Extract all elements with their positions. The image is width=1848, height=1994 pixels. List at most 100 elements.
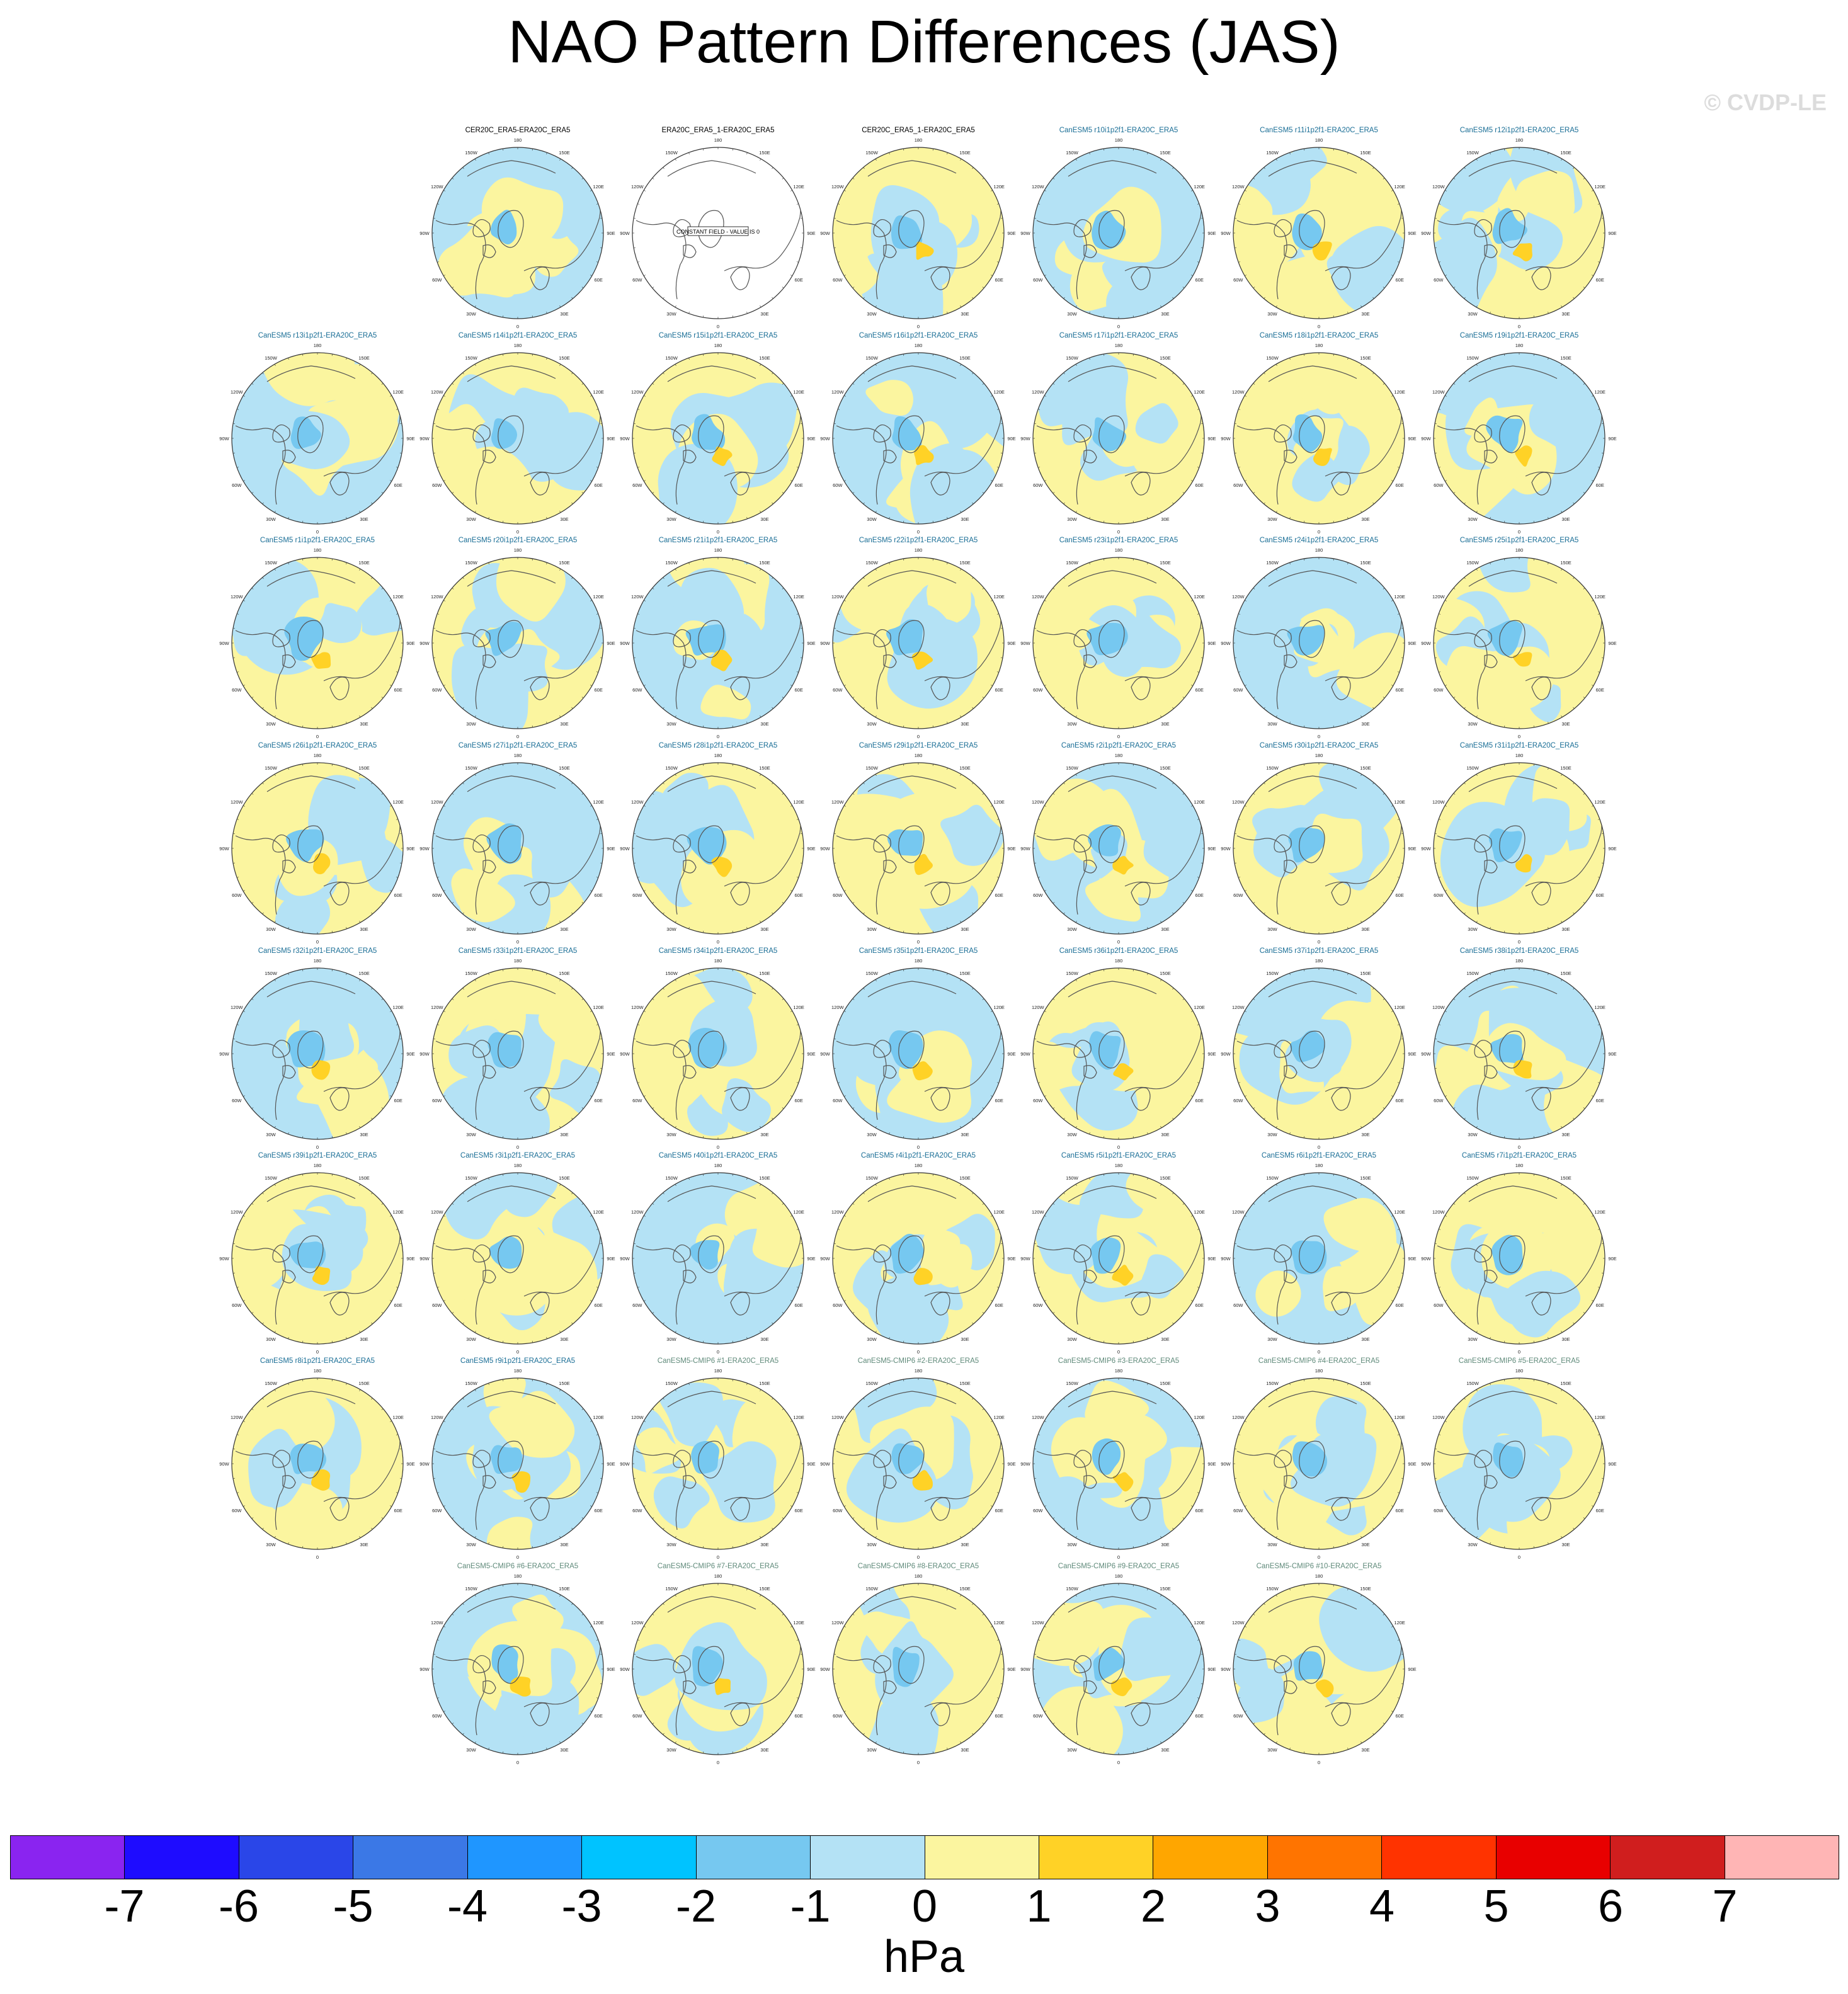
tick-mark — [652, 1107, 654, 1109]
tick-mark — [571, 1322, 573, 1325]
coastline — [636, 835, 687, 915]
negative-anomaly — [488, 1032, 522, 1068]
tick-mark — [703, 149, 704, 151]
longitude-label: 150E — [959, 1381, 971, 1386]
tick-mark — [875, 1389, 877, 1391]
coastline — [698, 1440, 724, 1479]
coastline — [297, 1440, 324, 1479]
tick-mark — [703, 930, 704, 933]
tick-mark — [675, 305, 676, 307]
longitude-label: 180 — [1115, 1368, 1123, 1374]
tick-mark — [1573, 1192, 1575, 1195]
coastline — [673, 629, 691, 647]
coastline — [1468, 1185, 1558, 1202]
tick-mark — [596, 613, 598, 615]
tick-mark — [532, 930, 533, 933]
longitude-label: 180 — [1515, 137, 1524, 143]
tick-mark — [600, 1243, 602, 1245]
tick-mark — [1132, 315, 1134, 317]
longitude-label: 180 — [1515, 547, 1524, 553]
coastline — [1531, 266, 1551, 290]
longitude-label: 60W — [1434, 277, 1444, 283]
tick-mark — [903, 1174, 904, 1176]
tick-mark — [1235, 833, 1237, 835]
longitude-label: 30W — [1267, 311, 1277, 317]
coastline — [667, 775, 756, 792]
tick-mark — [844, 1505, 846, 1507]
longitude-label: 30E — [560, 311, 568, 317]
coastline — [530, 1292, 550, 1316]
tick-mark — [960, 1184, 962, 1186]
tick-mark — [1052, 697, 1055, 698]
tick-mark — [488, 721, 489, 724]
tick-mark — [1172, 1527, 1174, 1530]
longitude-label: 30W — [666, 721, 676, 727]
tick-mark — [462, 1527, 464, 1530]
tick-mark — [243, 600, 245, 601]
tick-mark — [1372, 1398, 1374, 1400]
tick-mark — [782, 492, 784, 494]
coastline — [1083, 860, 1097, 874]
tick-mark — [581, 1408, 584, 1410]
tick-mark — [371, 577, 373, 579]
tick-mark — [532, 315, 533, 317]
tick-mark — [1147, 973, 1148, 976]
longitude-label: 90W — [419, 1051, 430, 1057]
tick-mark — [1435, 1068, 1437, 1069]
coastline — [1131, 266, 1151, 290]
longitude-label: 120W — [1232, 184, 1245, 190]
longitude-label: 180 — [1315, 753, 1323, 758]
coastline — [636, 425, 687, 505]
tick-mark — [1263, 1117, 1265, 1120]
panel-title: CanESM5 r30i1p2f1-ERA20C_ERA5 — [1260, 742, 1379, 749]
tick-mark — [1397, 1434, 1400, 1435]
tick-mark — [838, 1492, 840, 1493]
tick-mark — [996, 1434, 999, 1435]
longitude-label: 90E — [1608, 436, 1616, 442]
longitude-label: 60W — [1434, 892, 1444, 898]
longitude-label: 180 — [314, 1368, 322, 1374]
tick-mark — [1592, 600, 1594, 601]
longitude-label: 150E — [358, 1381, 370, 1386]
tick-mark — [746, 1542, 748, 1544]
tick-mark — [237, 1082, 239, 1083]
longitude-label: 0 — [1117, 1760, 1120, 1765]
tick-mark — [800, 833, 802, 835]
tick-mark — [1601, 423, 1604, 424]
field-layer — [1033, 968, 1204, 1139]
tick-mark — [581, 1723, 584, 1724]
longitude-label: 150W — [1266, 355, 1279, 361]
coastline — [498, 210, 524, 248]
tick-mark — [1383, 902, 1385, 904]
coastline — [730, 1497, 750, 1521]
tick-mark — [1597, 1024, 1600, 1025]
tick-mark — [262, 988, 264, 990]
tick-mark — [1253, 1312, 1255, 1314]
tick-mark — [571, 372, 573, 375]
longitude-label: 60W — [632, 1098, 642, 1103]
longitude-label: 150E — [759, 355, 770, 361]
coastline — [836, 835, 887, 915]
tick-mark — [1182, 287, 1185, 288]
tick-mark — [302, 1379, 304, 1382]
tick-mark — [1172, 297, 1174, 299]
longitude-label: 60W — [1233, 1508, 1243, 1513]
longitude-label: 150E — [358, 560, 370, 566]
longitude-label: 120W — [1232, 1005, 1245, 1010]
tick-mark — [1391, 1420, 1393, 1422]
longitude-label: 30E — [760, 721, 768, 727]
longitude-label: 30W — [1267, 1336, 1277, 1342]
coastline — [1437, 1040, 1488, 1120]
tick-mark — [852, 1203, 855, 1205]
longitude-label: 30W — [666, 926, 676, 932]
tick-mark — [1089, 516, 1090, 519]
coastline — [1068, 365, 1157, 382]
longitude-label: 150E — [1160, 560, 1171, 566]
coastline — [1531, 1087, 1551, 1111]
coastline — [1437, 630, 1488, 710]
tick-mark — [1089, 721, 1090, 724]
longitude-label: 60E — [394, 892, 402, 898]
tick-mark — [1391, 600, 1393, 601]
longitude-label: 120E — [593, 1209, 604, 1215]
tick-mark — [302, 1340, 304, 1343]
